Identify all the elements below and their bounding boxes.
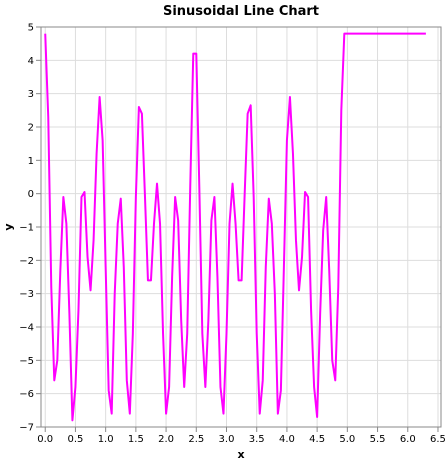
x-axis: 0.0 0.5 1.0 1.5 2.0 2.5 3.0 3.5 4.0 4.5 5.0 5.5 6.0 6… bbox=[37, 427, 446, 445]
x-tick-label: 2.0 bbox=[158, 434, 174, 445]
x-tick-label: 3.0 bbox=[219, 434, 235, 445]
grid bbox=[41, 26, 441, 428]
x-tick-label: 6.5 bbox=[430, 434, 446, 445]
x-tick-label: 6.0 bbox=[400, 434, 416, 445]
x-tick-label: 5.0 bbox=[339, 434, 355, 445]
series-line bbox=[44, 32, 426, 422]
x-tick-label: 2.5 bbox=[188, 434, 204, 445]
y-tick-label: 4 bbox=[28, 56, 34, 67]
series-layer bbox=[44, 32, 426, 422]
x-tick-label: 0.0 bbox=[37, 434, 53, 445]
x-axis-title: x bbox=[237, 448, 244, 461]
x-tick-label: 3.5 bbox=[249, 434, 265, 445]
y-tick-label: −3 bbox=[19, 289, 34, 300]
y-axis: −7 −6 −5 −4 −3 −2 −1 0 1 2 3 4 5 bbox=[19, 23, 41, 434]
y-tick-label: −2 bbox=[19, 256, 34, 267]
y-tick-label: −6 bbox=[19, 389, 34, 400]
x-tick-label: 1.5 bbox=[128, 434, 144, 445]
x-tick-label: 4.0 bbox=[279, 434, 295, 445]
y-axis-title: y bbox=[2, 223, 15, 230]
y-tick-label: 2 bbox=[28, 123, 34, 134]
y-tick-label: 1 bbox=[28, 156, 34, 167]
y-tick-label: −5 bbox=[19, 356, 34, 367]
x-tick-label: 5.5 bbox=[370, 434, 386, 445]
x-tick-label: 0.5 bbox=[67, 434, 83, 445]
y-tick-label: −1 bbox=[19, 223, 34, 234]
y-tick-label: 5 bbox=[28, 23, 34, 34]
y-tick-label: −7 bbox=[19, 423, 34, 434]
y-tick-label: 0 bbox=[28, 189, 34, 200]
x-tick-label: 1.0 bbox=[98, 434, 114, 445]
y-tick-label: −4 bbox=[19, 323, 34, 334]
chart-title: Sinusoidal Line Chart bbox=[163, 4, 319, 19]
x-tick-label: 4.5 bbox=[309, 434, 325, 445]
y-tick-label: 3 bbox=[28, 89, 34, 100]
